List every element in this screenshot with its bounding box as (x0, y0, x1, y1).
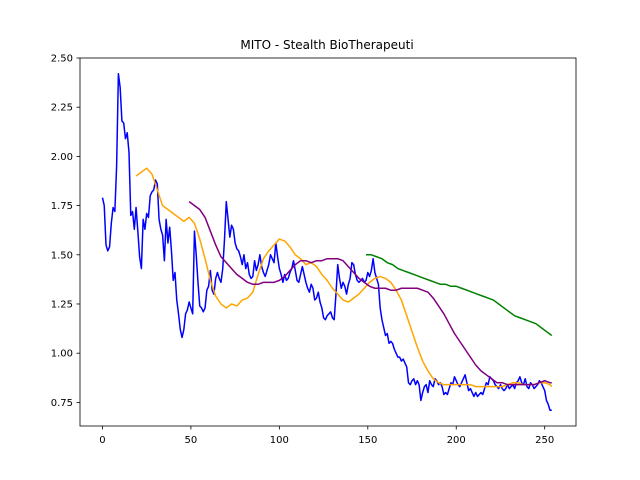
plot-frame (79, 57, 577, 427)
x-tick-label: 100 (270, 435, 289, 446)
series-line-3 (188, 201, 552, 386)
series-line-4 (366, 254, 553, 337)
y-tick-label: 1.00 (51, 349, 73, 360)
y-tick-label: 2.50 (51, 54, 73, 65)
y-tick-label: 0.75 (51, 398, 73, 409)
series-layer (101, 72, 553, 412)
x-tick-label: 150 (358, 435, 377, 446)
series-line-1 (101, 72, 552, 412)
y-tick-label: 1.25 (51, 299, 73, 310)
y-tick-label: 2.00 (51, 152, 73, 163)
y-tick-label: 1.75 (51, 201, 73, 212)
x-tick-label: 50 (185, 435, 198, 446)
y-tick-label: 2.25 (51, 103, 73, 114)
y-tick-label: 1.50 (51, 250, 73, 261)
x-tick-label: 250 (535, 435, 554, 446)
axes-layer: 0 50 100 150 200 250 0.75 1.00 1.25 1.50 1.75 2.00 2… (51, 54, 577, 446)
x-tick-label: 200 (447, 435, 466, 446)
series-line-2 (135, 167, 553, 388)
chart-title: MITO - Stealth BioTherapeuti (240, 38, 413, 52)
x-tick-label: 0 (99, 435, 105, 446)
